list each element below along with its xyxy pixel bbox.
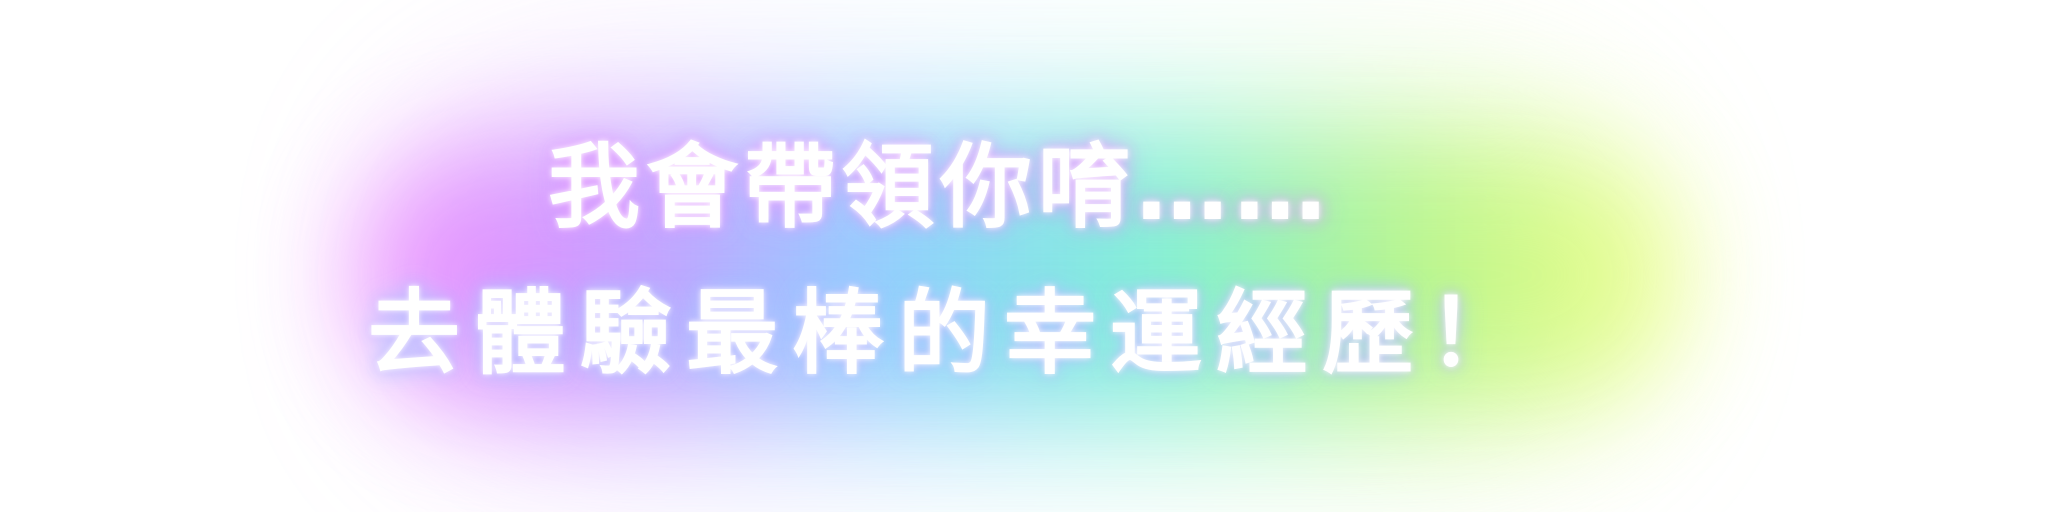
banner-line-1: 我會帶領你唷…… [548,134,1333,241]
rainbow-glow [360,150,1680,400]
banner-line-2: 去體驗最棒的幸運經歷！ [368,280,1535,387]
